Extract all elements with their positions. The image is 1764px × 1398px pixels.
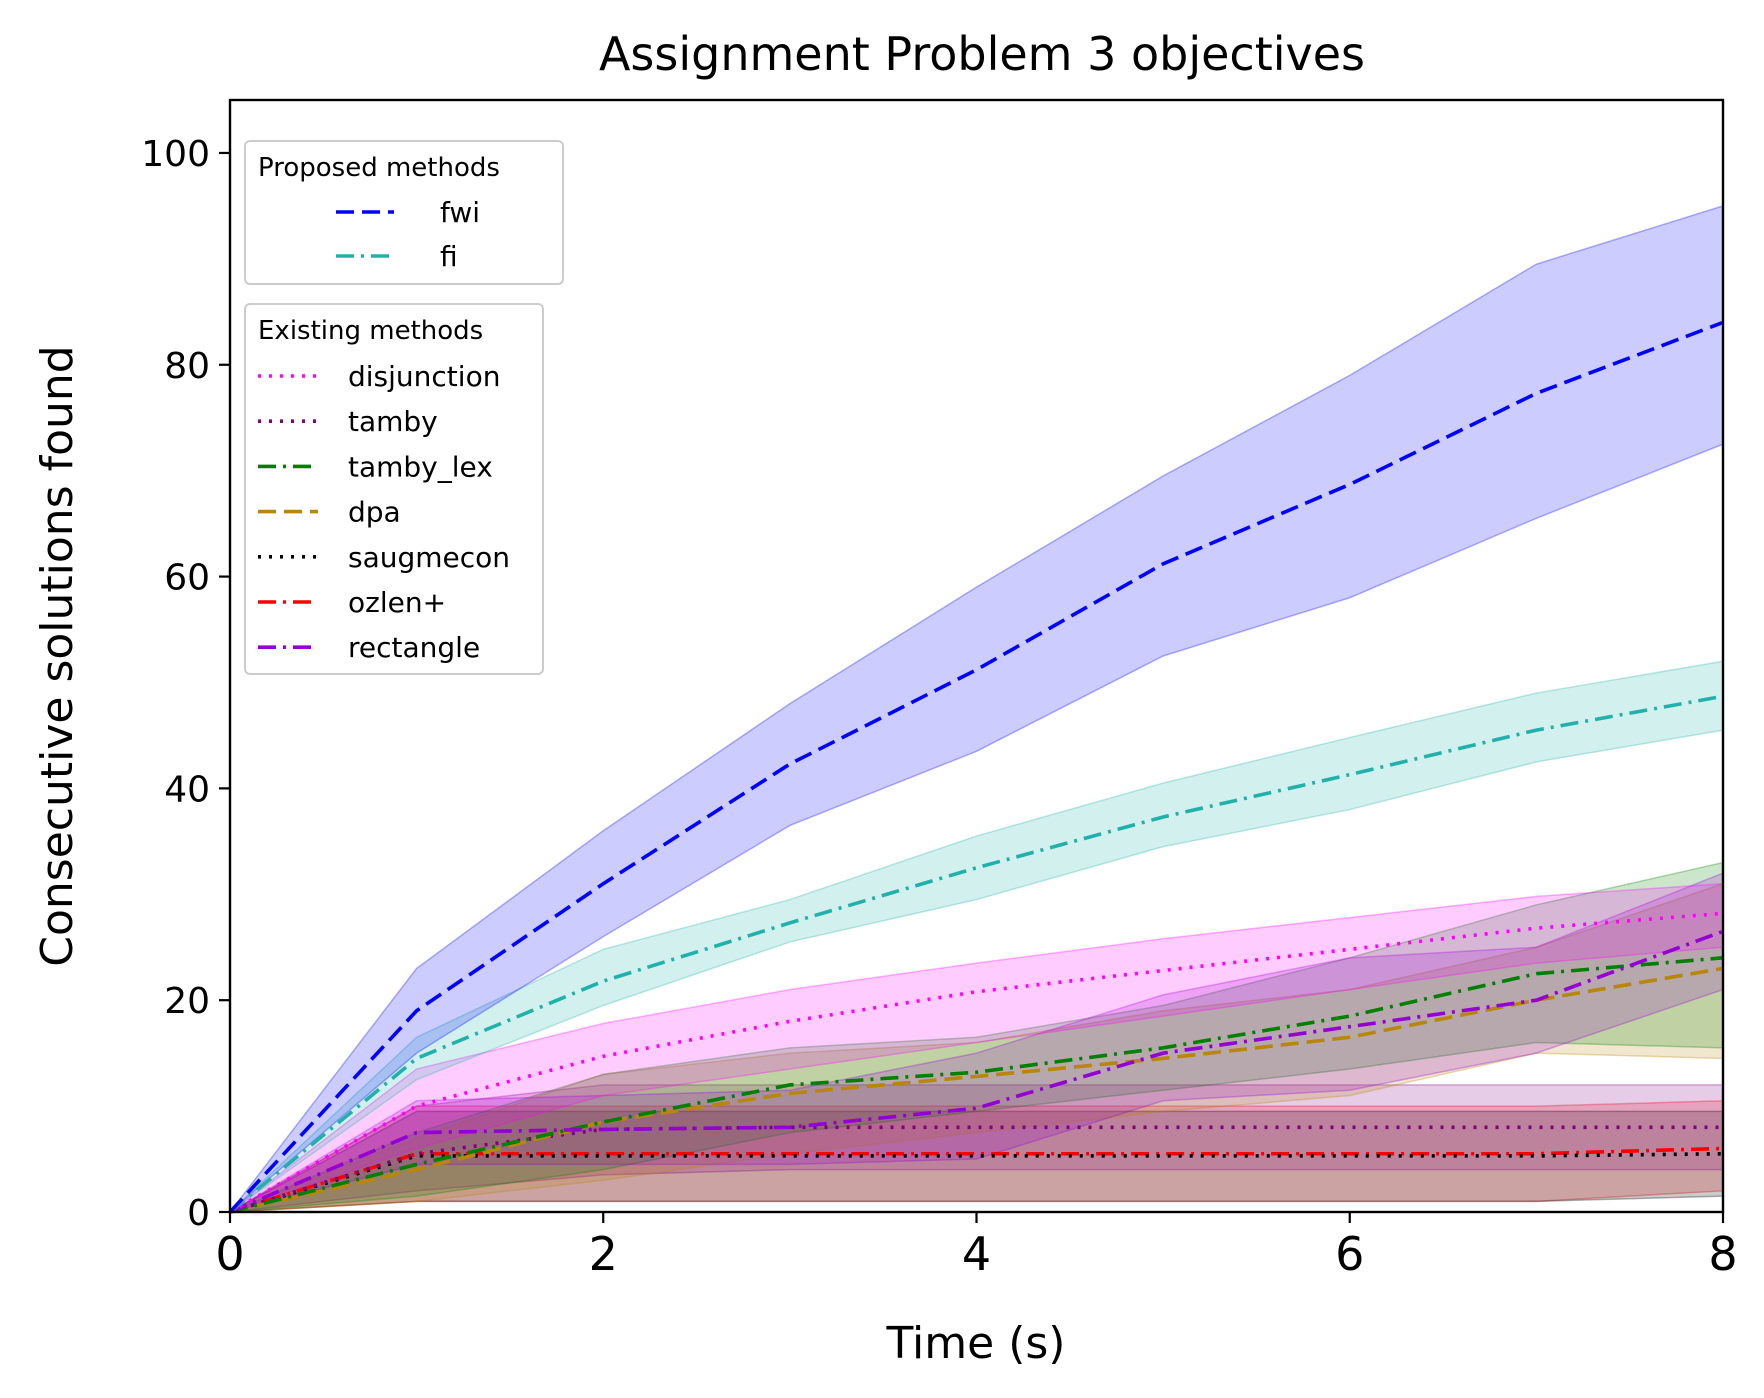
line-tamby bbox=[229, 1125, 1723, 1214]
line-disjunction bbox=[229, 911, 1724, 1214]
y-tick-label: 20 bbox=[164, 981, 210, 1022]
chart-title: Assignment Problem 3 objectives bbox=[599, 27, 1365, 81]
x-tick-label: 2 bbox=[589, 1227, 618, 1281]
line-fi bbox=[228, 694, 1724, 1214]
legend-label-tamby: tamby bbox=[348, 405, 438, 438]
x-tick-label: 0 bbox=[215, 1227, 244, 1281]
legend-label-rectangle: rectangle bbox=[348, 631, 480, 664]
legend-label-fi: fi bbox=[440, 240, 458, 273]
x-tick-label: 8 bbox=[1708, 1227, 1737, 1281]
legend-title: Existing methods bbox=[258, 316, 483, 346]
legends: Proposed methods fwi fi Existing methods dis… bbox=[244, 140, 564, 675]
line-dpa bbox=[229, 966, 1724, 1214]
y-axis: 0 20 40 60 80 100 bbox=[141, 134, 230, 1234]
legend-label-tamby-lex: tamby_lex bbox=[348, 450, 493, 483]
y-tick-label: 100 bbox=[141, 134, 210, 175]
legend-proposed-methods: Proposed methods fwi fi bbox=[244, 140, 564, 285]
legend-box bbox=[244, 140, 564, 285]
y-tick-label: 0 bbox=[187, 1193, 210, 1234]
y-axis-label: Consecutive solutions found bbox=[32, 345, 83, 966]
legend-label-dpa: dpa bbox=[348, 496, 401, 529]
y-tick-label: 40 bbox=[164, 769, 210, 810]
legend-label-fwi: fwi bbox=[440, 196, 480, 229]
confidence-bands bbox=[229, 204, 1724, 1213]
legend-label-disjunction: disjunction bbox=[348, 360, 500, 393]
legend-existing-methods: Existing methods disjunction tamby tamby_le… bbox=[244, 303, 544, 675]
legend-title: Proposed methods bbox=[258, 153, 500, 183]
legend-label-ozlen: ozlen+ bbox=[348, 586, 446, 619]
line-rectangle bbox=[229, 929, 1724, 1214]
x-tick-label: 6 bbox=[1335, 1227, 1364, 1281]
legend-label-saugmecon: saugmecon bbox=[348, 541, 510, 574]
line-fwi bbox=[228, 320, 1724, 1214]
legend-box bbox=[244, 303, 544, 675]
y-tick-label: 80 bbox=[164, 346, 210, 387]
y-tick-label: 60 bbox=[164, 558, 210, 599]
x-axis-label: Time (s) bbox=[886, 1318, 1066, 1369]
line-ozlen bbox=[229, 1146, 1724, 1214]
x-tick-label: 4 bbox=[962, 1227, 991, 1281]
line-tamby-lex bbox=[229, 956, 1724, 1214]
series-lines bbox=[228, 320, 1724, 1214]
x-axis: 0 2 4 6 8 bbox=[215, 1212, 1738, 1281]
